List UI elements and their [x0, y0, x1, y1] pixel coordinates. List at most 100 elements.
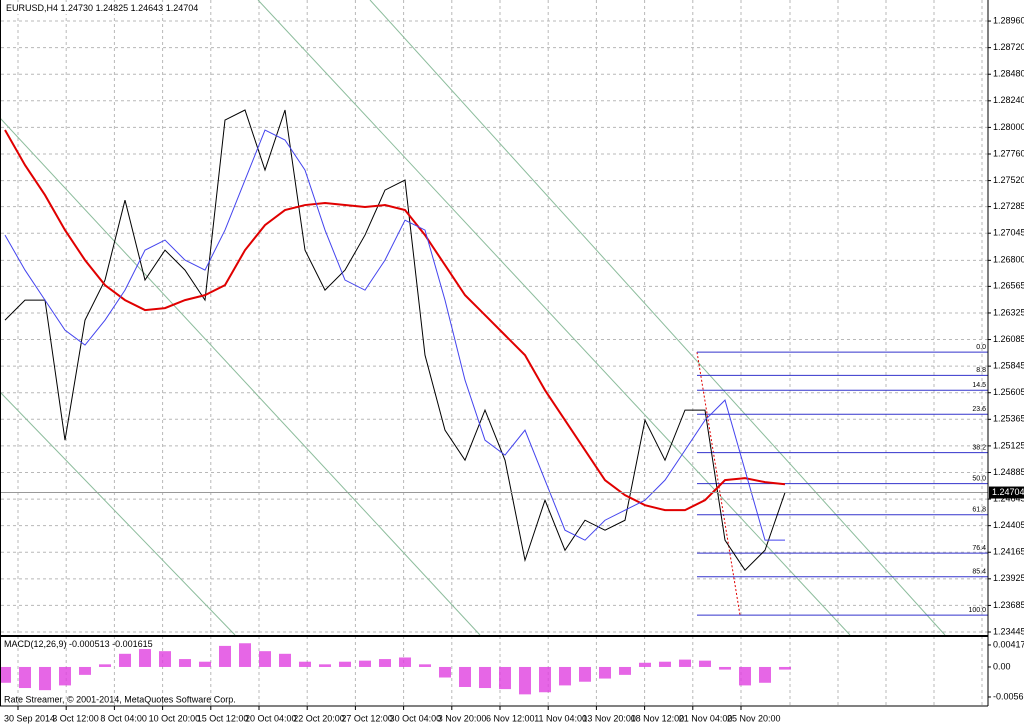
macd-bar [739, 666, 751, 686]
y-tick-label: 1.26565 [993, 281, 1024, 291]
x-tick-label: 3 Oct 12:00 [52, 713, 99, 723]
y-tick-label: 1.28000 [993, 122, 1024, 132]
y-tick-label: 1.27045 [993, 228, 1024, 238]
fib-label: 61.8 [972, 507, 986, 514]
macd-bar [239, 643, 251, 667]
fib-label: 76.4 [972, 545, 986, 552]
fib-label: 85.4 [972, 569, 986, 576]
channel-line [0, 391, 236, 636]
x-tick-label: 3 Nov 20:00 [438, 713, 487, 723]
close: 1.24704 [166, 3, 199, 13]
macd-header: MACD(12,26,9) -0.000513 -0.001615 [4, 639, 153, 649]
macd-bar [99, 664, 111, 667]
channel-lines [0, 0, 946, 636]
y-tick-label: 1.25365 [993, 414, 1024, 424]
fib-label: 50.0 [972, 476, 986, 483]
macd-bar [599, 666, 611, 679]
y-tick-label: 1.23685 [993, 600, 1024, 610]
current-price-label: 1.24704 [992, 487, 1024, 497]
macd-bar [359, 660, 371, 667]
y-tick-label: 1.25845 [993, 361, 1024, 371]
x-tick-label: 13 Nov 20:00 [582, 713, 636, 723]
low: 1.24643 [131, 3, 164, 13]
y-tick-label: 1.25125 [993, 440, 1024, 450]
y-tick-label: 1.26800 [993, 255, 1024, 265]
macd-bar [539, 666, 551, 693]
macd-bar [19, 666, 31, 689]
price-line [4, 109, 786, 571]
macd-bar [339, 661, 351, 667]
channel-line [369, 0, 946, 636]
current-price-box [989, 486, 1024, 499]
macd-bar [659, 661, 671, 667]
y-tick-label: 1.27760 [993, 148, 1024, 158]
macd-bar [559, 666, 571, 686]
macd-bar [679, 659, 691, 667]
symbol: EURUSD,H4 [6, 3, 58, 13]
macd-bar [399, 657, 411, 667]
y-tick-label: 1.28480 [993, 69, 1024, 79]
y-tick-label: 1.26085 [993, 334, 1024, 344]
channel-line [257, 0, 851, 636]
macd-bar [499, 666, 511, 690]
macd-bar [779, 666, 791, 670]
channel-line [0, 117, 481, 636]
macd-bar [519, 666, 531, 695]
fib-label: 100.0 [968, 607, 986, 614]
y-tick-label: 1.27285 [993, 201, 1024, 211]
x-tick-label: 20 Oct 04:00 [245, 713, 297, 723]
y-tick-label: 1.28960 [993, 15, 1024, 25]
macd-bar [259, 651, 271, 667]
x-tick-label: 27 Oct 12:00 [341, 713, 393, 723]
macd-bar [79, 666, 91, 675]
y2-tick-label: 0.00 [993, 661, 1011, 671]
x-tick-label: 6 Nov 12:00 [486, 713, 535, 723]
x-tick-label: 18 Nov 12:00 [631, 713, 685, 723]
footer: Rate Streamer, © 2001-2014, MetaQuotes S… [4, 694, 236, 704]
macd-bar [419, 664, 431, 667]
y2-tick-label: -0.005697 [993, 691, 1024, 701]
fib-label: 14.5 [972, 382, 986, 389]
macd-bar [279, 653, 291, 667]
price-line [4, 129, 785, 541]
plot: 0.0 8.8 14.5 23.6 38.2 50.0 61.8 76.4 85.4 100.0 [0, 109, 988, 695]
macd-bar [379, 659, 391, 667]
header-bg [3, 2, 193, 14]
macd-bar [119, 653, 131, 667]
high: 1.24825 [96, 3, 129, 13]
fib-label: 23.6 [972, 406, 986, 413]
y-tick-label: 1.24405 [993, 520, 1024, 530]
macd-bar [219, 645, 231, 667]
macd-bar [699, 660, 711, 667]
y-tick-label: 1.23445 [993, 626, 1024, 636]
macd-bar [459, 666, 471, 687]
macd-bar [0, 666, 11, 683]
x-tick-label: 30 Sep 2014 [4, 713, 55, 723]
y-tick-label: 1.24885 [993, 467, 1024, 477]
macd-bar [199, 661, 211, 667]
macd-bar [299, 661, 311, 667]
macd-bar [139, 649, 151, 667]
macd-bar [579, 666, 591, 682]
macd-bar [159, 651, 171, 667]
y-tick-label: 1.27520 [993, 175, 1024, 185]
y-tick-label: 1.24165 [993, 547, 1024, 557]
grid [1, 0, 988, 706]
x-tick-label: 25 Nov 20:00 [727, 713, 781, 723]
price-line [4, 129, 786, 512]
x-tick-label: 15 Oct 12:00 [197, 713, 249, 723]
x-tick-label: 8 Oct 04:00 [100, 713, 147, 723]
fib-label: 0.0 [976, 344, 986, 351]
macd-signal: -0.001615 [112, 639, 153, 649]
macd-bar [179, 659, 191, 667]
macd-bar [479, 666, 491, 689]
y-tick-label: 1.25605 [993, 387, 1024, 397]
macd-main: -0.000513 [69, 639, 110, 649]
y-tick-label: 1.28240 [993, 95, 1024, 105]
fib-label: 38.2 [972, 444, 986, 451]
macd-bar [639, 662, 651, 667]
macd-bar [319, 664, 331, 667]
macd-bar [59, 666, 71, 686]
